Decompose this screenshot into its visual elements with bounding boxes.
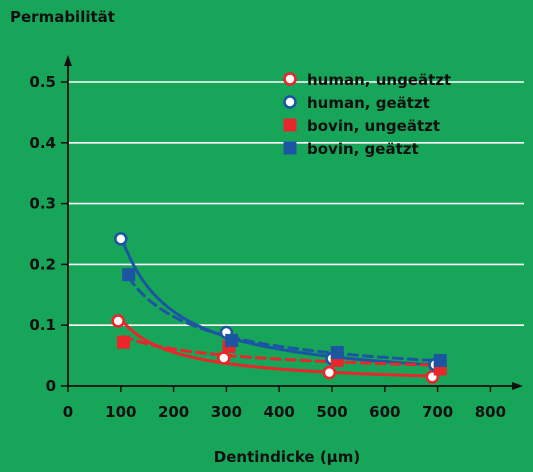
marker-series-4-point-3 <box>330 346 344 360</box>
data-markers <box>111 232 447 384</box>
fit-curve-series-4 <box>127 276 442 363</box>
legend-label-4: bovin, geätzt <box>307 140 419 158</box>
marker-series-4-point-1 <box>122 268 136 282</box>
marker-series-1-point-3 <box>322 365 337 380</box>
legend-label-2: human, geätzt <box>307 94 430 112</box>
x-tick-labels: 0 100 200 300 400 500 600 700 800 <box>63 403 506 421</box>
y-tick-label: 0.4 <box>29 134 56 152</box>
legend: human, ungeätzt human, geätzt bovin, ungeä… <box>283 71 451 158</box>
legend-marker-4 <box>283 141 297 155</box>
y-axis-arrow <box>64 55 72 66</box>
axes <box>61 55 523 392</box>
marker-series-1-point-1 <box>111 314 125 328</box>
x-tick-label: 100 <box>105 403 136 421</box>
x-tick-label: 300 <box>211 403 242 421</box>
y-tick-label: 0.1 <box>29 316 56 334</box>
y-tick-label: 0 <box>46 377 56 395</box>
legend-marker-1 <box>283 72 297 86</box>
x-tick-label: 0 <box>63 403 73 421</box>
marker-series-3-point-1 <box>116 335 130 349</box>
x-tick-label: 500 <box>316 403 347 421</box>
legend-label-3: bovin, ungeätzt <box>307 117 440 135</box>
x-tick-label: 700 <box>422 403 453 421</box>
legend-marker-3 <box>283 118 297 132</box>
x-axis-arrow <box>512 382 523 390</box>
y-tick-labels: 0 0.1 0.2 0.3 0.4 0.5 <box>29 73 56 395</box>
fit-curve-series-2 <box>119 233 437 367</box>
marker-series-4-point-4 <box>433 353 447 367</box>
x-tick-label: 400 <box>264 403 295 421</box>
y-tick-label: 0.5 <box>29 73 56 91</box>
fit-curves <box>116 233 442 378</box>
fit-curve-series-3 <box>121 334 442 367</box>
x-axis-title: Dentindicke (µm) <box>214 448 360 466</box>
x-tick-label: 200 <box>158 403 189 421</box>
marker-series-4-point-2 <box>225 333 239 347</box>
legend-label-1: human, ungeätzt <box>307 71 451 89</box>
y-tick-label: 0.3 <box>29 195 56 213</box>
marker-series-1-point-2 <box>216 351 231 365</box>
x-tick-label: 800 <box>475 403 506 421</box>
y-axis-title: Permabilität <box>10 8 115 26</box>
marker-series-2-point-1 <box>114 232 128 246</box>
x-tick-label: 600 <box>369 403 400 421</box>
legend-marker-2 <box>283 95 297 109</box>
y-tick-label: 0.2 <box>29 255 56 273</box>
fit-curve-series-1 <box>116 314 434 378</box>
